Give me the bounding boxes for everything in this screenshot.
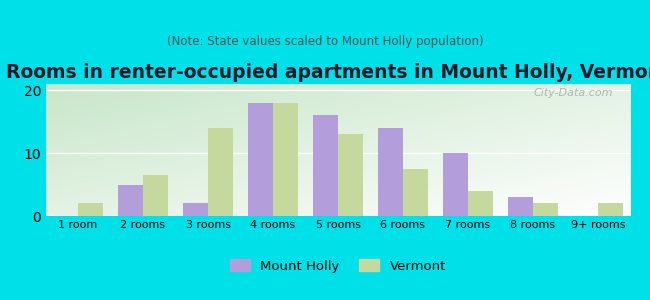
Bar [338, 134, 363, 216]
Bar [183, 203, 208, 216]
Bar [78, 203, 103, 216]
Bar [508, 197, 533, 216]
Text: (Note: State values scaled to Mount Holly population): (Note: State values scaled to Mount Holl… [166, 34, 484, 47]
Bar [403, 169, 428, 216]
Bar [533, 203, 558, 216]
Bar [598, 203, 623, 216]
Bar [143, 175, 168, 216]
Bar [273, 103, 298, 216]
Bar [248, 103, 273, 216]
Bar [443, 153, 468, 216]
Bar [118, 184, 143, 216]
Bar [378, 128, 403, 216]
Bar [313, 116, 338, 216]
Bar [468, 191, 493, 216]
Title: Rooms in renter-occupied apartments in Mount Holly, Vermont: Rooms in renter-occupied apartments in M… [6, 63, 650, 82]
Text: City-Data.com: City-Data.com [534, 88, 613, 98]
Legend: Mount Holly, Vermont: Mount Holly, Vermont [225, 254, 451, 278]
Bar [208, 128, 233, 216]
